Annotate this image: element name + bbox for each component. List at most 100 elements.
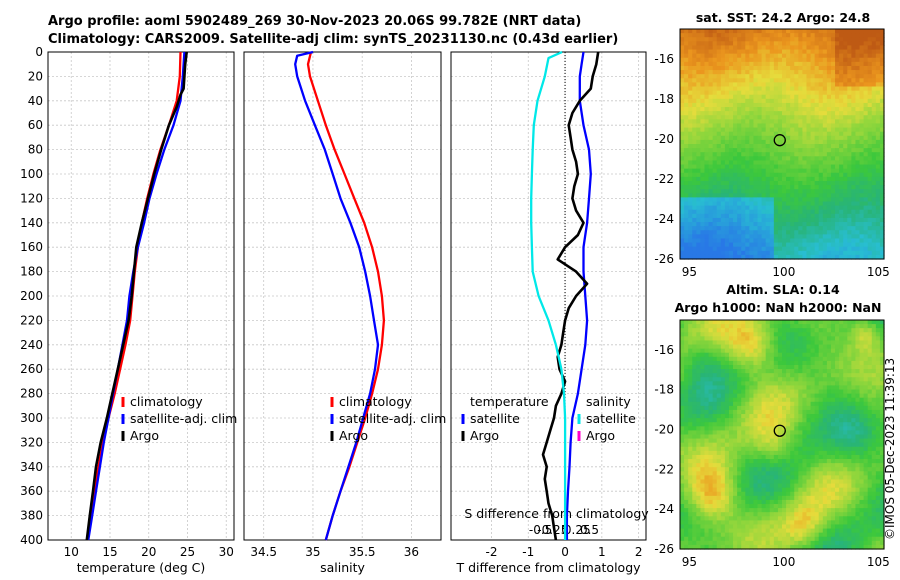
depth-tick-label: 320 — [20, 435, 43, 449]
sla-map-cell — [708, 389, 714, 395]
sla-map-cell — [839, 438, 844, 444]
sla-map-cell — [802, 446, 808, 452]
sst-map-cell — [720, 65, 726, 71]
sst-map-cell — [847, 189, 852, 194]
sla-map-cell — [818, 389, 824, 395]
sla-map-cell — [680, 348, 685, 354]
sst-map-cell — [786, 234, 791, 240]
sla-map-cell — [696, 438, 701, 444]
sla-map-cell — [680, 422, 685, 427]
sst-map-cell — [733, 127, 738, 133]
sla-map-cell — [867, 344, 873, 350]
sla-map-cell — [708, 340, 714, 346]
sst-map-cell — [855, 209, 861, 215]
sla-map-cell — [753, 426, 759, 432]
sla-map-cell — [728, 389, 734, 395]
sst-map-cell — [786, 139, 791, 145]
sst-map-cell — [688, 217, 693, 223]
sla-map-cell — [749, 328, 755, 333]
sst-map-cell — [843, 41, 848, 47]
sst-map-cell — [724, 144, 730, 149]
sst-map-cell — [822, 37, 828, 42]
sst-map-cell — [863, 131, 869, 137]
sla-map-cell — [786, 409, 791, 415]
sst-map-cell — [847, 107, 852, 112]
sst-map-cell — [810, 168, 816, 174]
sst-map-cell — [757, 176, 763, 182]
sla-map-cell — [684, 409, 689, 415]
sla-map-cell — [822, 475, 828, 481]
sst-map-cell — [879, 82, 885, 88]
sla-map-cell — [688, 454, 693, 460]
sla-map-cell — [757, 320, 763, 325]
sst-map-cell — [814, 53, 820, 59]
sla-map-cell — [700, 344, 706, 350]
sst-map-cell — [745, 197, 750, 203]
sst-map-cell — [839, 74, 844, 79]
sla-map-cell — [745, 483, 750, 489]
sla-map-cell — [761, 360, 767, 366]
sst-map-cell — [786, 123, 791, 129]
sst-map-cell — [826, 139, 832, 145]
sla-map-cell — [786, 377, 791, 382]
sst-map-cell — [737, 238, 742, 244]
sla-map-cell — [855, 414, 861, 419]
sst-map-cell — [794, 41, 799, 47]
sst-map-cell — [794, 250, 799, 256]
sst-map-cell — [761, 119, 767, 125]
depth-tick-label: 220 — [20, 313, 43, 327]
sst-map-cell — [688, 172, 693, 178]
sla-map-cell — [680, 418, 685, 423]
sla-map-cell — [728, 340, 734, 346]
sla-map-cell — [773, 360, 779, 366]
sst-map-cell — [753, 65, 759, 71]
sst-map-cell — [737, 180, 742, 186]
sst-map-cell — [696, 94, 701, 100]
sla-map-cell — [806, 442, 812, 448]
sst-map-cell — [859, 37, 865, 42]
sst-map-cell — [835, 254, 840, 260]
sla-map-cell — [704, 320, 710, 325]
sla-map-cell — [712, 364, 718, 370]
sla-map-cell — [810, 328, 816, 333]
sst-map-cell — [761, 254, 767, 260]
sst-map-cell — [802, 29, 808, 34]
sst-map-cell — [855, 213, 861, 219]
sla-map-cell — [745, 426, 750, 432]
sst-map-cell — [704, 176, 710, 182]
sla-map-cell — [777, 479, 783, 485]
sla-map-cell — [867, 320, 873, 325]
sst-map-cell — [753, 82, 759, 88]
sla-map-cell — [794, 373, 799, 378]
sst-map-cell — [692, 70, 697, 75]
sst-map-cell — [790, 193, 795, 198]
sla-map-cell — [782, 352, 787, 358]
sla-map-cell — [704, 414, 710, 419]
sst-map-cell — [769, 41, 775, 47]
sst-map-cell — [798, 152, 803, 157]
sst-map-cell — [712, 160, 718, 166]
sla-map-cell — [794, 450, 799, 456]
sst-map-cell — [835, 217, 840, 223]
sst-map-cell — [843, 160, 848, 166]
sla-map-cell — [720, 364, 726, 370]
sst-map-cell — [814, 193, 820, 198]
sst-map-cell — [749, 119, 755, 125]
sst-map-cell — [867, 70, 873, 75]
sla-map-cell — [835, 434, 840, 440]
sst-map-cell — [863, 107, 869, 112]
sst-map-cell — [851, 160, 857, 166]
sst-map-cell — [684, 168, 689, 174]
sst-map-cell — [867, 234, 873, 240]
sst-map-cell — [716, 148, 722, 153]
sla-map-cell — [818, 332, 824, 337]
sla-map-cell — [826, 471, 832, 476]
sst-map-cell — [839, 61, 844, 67]
sst-map-cell — [835, 234, 840, 240]
sst-map-cell — [708, 189, 714, 194]
sst-map-cell — [712, 189, 718, 194]
sla-map-cell — [688, 471, 693, 476]
sst-map-cell — [814, 172, 820, 178]
sla-map-cell — [716, 442, 722, 448]
sst-map-cell — [688, 123, 693, 129]
